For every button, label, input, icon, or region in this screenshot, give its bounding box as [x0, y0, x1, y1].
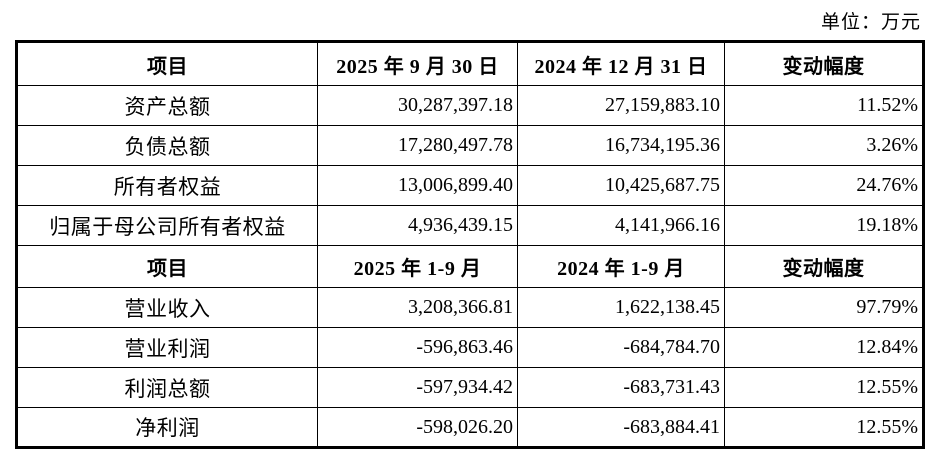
value-change: 11.52% — [724, 85, 924, 126]
item-label: 营业利润 — [16, 327, 318, 368]
header-item: 项目 — [16, 41, 318, 86]
row-equity-attributable-to-parent: 归属于母公司所有者权益 4,936,439.15 4,141,966.16 19… — [16, 205, 924, 246]
unit-label: 单位：万元 — [820, 12, 921, 33]
value-current: -596,863.46 — [317, 327, 518, 368]
value-prior: 4,141,966.16 — [517, 205, 725, 246]
row-net-profit: 净利润 -598,026.20 -683,884.41 12.55% — [16, 407, 924, 448]
item-label: 归属于母公司所有者权益 — [16, 205, 318, 246]
value-prior: 16,734,195.36 — [517, 125, 725, 166]
value-current: 3,208,366.81 — [317, 287, 518, 328]
value-prior: -683,731.43 — [517, 367, 725, 408]
table-header-row-balance: 项目 2025 年 9 月 30 日 2024 年 12 月 31 日 变动幅度 — [16, 41, 924, 86]
table-header-row-income: 项目 2025 年 1-9 月 2024 年 1-9 月 变动幅度 — [16, 245, 924, 288]
value-prior: 1,622,138.45 — [517, 287, 725, 328]
value-prior: -683,884.41 — [517, 407, 725, 448]
header-period-prior: 2024 年 1-9 月 — [517, 245, 725, 288]
item-label: 净利润 — [16, 407, 318, 448]
row-operating-profit: 营业利润 -596,863.46 -684,784.70 12.84% — [16, 327, 924, 368]
header-period-current: 2025 年 1-9 月 — [317, 245, 518, 288]
value-change: 19.18% — [724, 205, 924, 246]
row-total-profit: 利润总额 -597,934.42 -683,731.43 12.55% — [16, 367, 924, 408]
header-date-current: 2025 年 9 月 30 日 — [317, 41, 518, 86]
value-current: 4,936,439.15 — [317, 205, 518, 246]
value-prior: -684,784.70 — [517, 327, 725, 368]
row-owners-equity: 所有者权益 13,006,899.40 10,425,687.75 24.76% — [16, 165, 924, 206]
row-operating-revenue: 营业收入 3,208,366.81 1,622,138.45 97.79% — [16, 287, 924, 328]
value-change: 24.76% — [724, 165, 924, 206]
row-total-assets: 资产总额 30,287,397.18 27,159,883.10 11.52% — [16, 85, 924, 126]
row-total-liabilities: 负债总额 17,280,497.78 16,734,195.36 3.26% — [16, 125, 924, 166]
value-current: 13,006,899.40 — [317, 165, 518, 206]
value-change: 3.26% — [724, 125, 924, 166]
value-prior: 10,425,687.75 — [517, 165, 725, 206]
header-change: 变动幅度 — [724, 41, 924, 86]
value-change: 12.55% — [724, 367, 924, 408]
header-change: 变动幅度 — [724, 245, 924, 288]
value-current: -597,934.42 — [317, 367, 518, 408]
value-change: 12.55% — [724, 407, 924, 448]
value-change: 12.84% — [724, 327, 924, 368]
item-label: 营业收入 — [16, 287, 318, 328]
value-change: 97.79% — [724, 287, 924, 328]
item-label: 资产总额 — [16, 85, 318, 126]
item-label: 负债总额 — [16, 125, 318, 166]
header-item: 项目 — [16, 245, 318, 288]
header-date-prior: 2024 年 12 月 31 日 — [517, 41, 725, 86]
value-current: 30,287,397.18 — [317, 85, 518, 126]
value-current: 17,280,497.78 — [317, 125, 518, 166]
value-prior: 27,159,883.10 — [517, 85, 725, 126]
item-label: 所有者权益 — [16, 165, 318, 206]
item-label: 利润总额 — [16, 367, 318, 408]
value-current: -598,026.20 — [317, 407, 518, 448]
financial-comparison-table: 项目 2025 年 9 月 30 日 2024 年 12 月 31 日 变动幅度… — [15, 40, 925, 449]
